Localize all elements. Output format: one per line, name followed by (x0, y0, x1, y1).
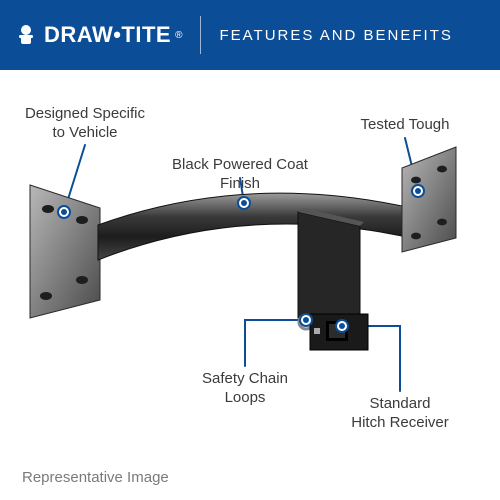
header-subtitle: FEATURES AND BENEFITS (219, 27, 452, 44)
footer-note: Representative Image (22, 469, 169, 486)
logo: DRAW•TITE ® (12, 21, 182, 49)
callout-receiver: StandardHitch Receiver (320, 395, 480, 433)
logo-text: DRAW•TITE (44, 22, 171, 48)
header-divider (200, 16, 201, 54)
page: DRAW•TITE ® FEATURES AND BENEFITS (0, 0, 500, 500)
logo-registered: ® (175, 30, 182, 41)
callout-tested-tough: Tested Tough (325, 116, 485, 135)
hitch-ball-icon (12, 21, 40, 49)
diagram-stage: Designed Specificto Vehicle Black Powered… (0, 70, 500, 500)
marker-designed (57, 205, 71, 219)
header: DRAW•TITE ® FEATURES AND BENEFITS (0, 0, 500, 70)
marker-safety-loops (299, 313, 313, 327)
marker-tested-tough (411, 184, 425, 198)
crossbar (98, 193, 420, 260)
marker-receiver (335, 319, 349, 333)
callout-black-finish: Black Powered Coat Finish (160, 156, 320, 194)
drop-bracket (298, 208, 364, 320)
callout-designed: Designed Specificto Vehicle (5, 105, 165, 143)
marker-black-finish (237, 196, 251, 210)
callout-safety-loops: Safety ChainLoops (165, 370, 325, 408)
